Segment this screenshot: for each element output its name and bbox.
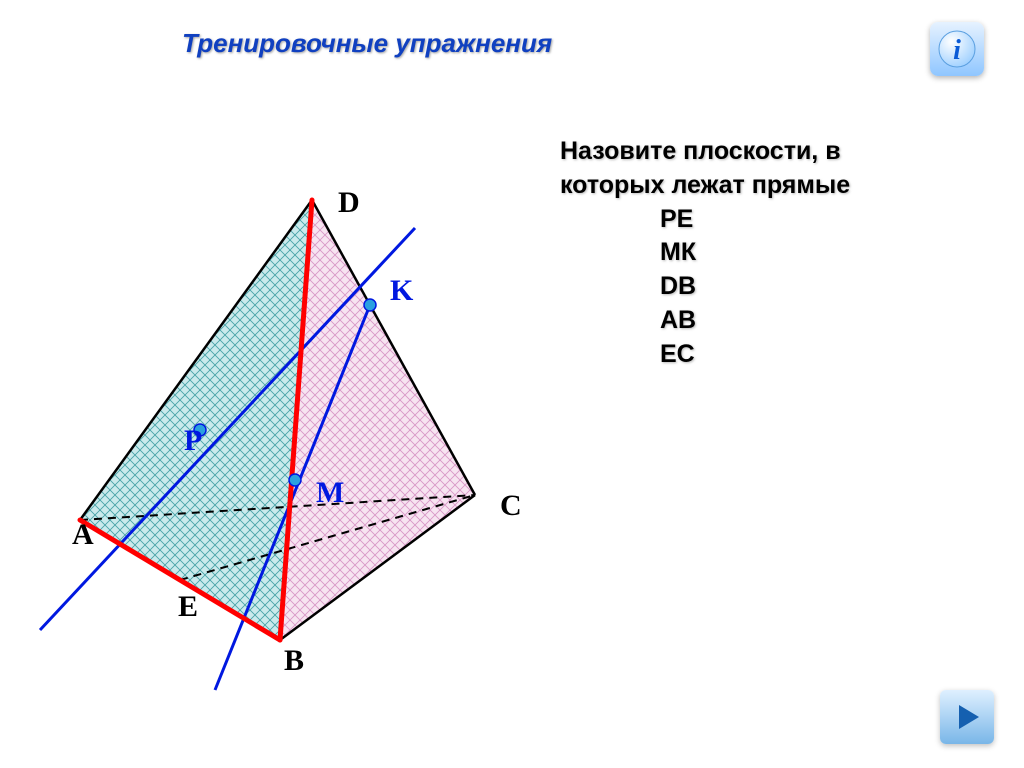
slide-title: Тренировочные упражнения xyxy=(182,28,552,59)
next-button[interactable] xyxy=(940,690,994,744)
info-icon: i xyxy=(937,29,977,69)
question-list: РЕМКDBABEC xyxy=(660,203,934,372)
tetrahedron-diagram: A B C D P K M E xyxy=(20,150,560,710)
question-line-item: МК xyxy=(660,236,934,270)
info-button[interactable]: i xyxy=(930,22,984,76)
vertex-label-P: P xyxy=(184,424,202,457)
question-line-item: РЕ xyxy=(660,203,934,237)
svg-text:i: i xyxy=(953,35,961,66)
vertex-label-C: C xyxy=(500,489,522,522)
question-text: Назовите плоскости, в которых лежат прям… xyxy=(560,135,934,371)
question-lead: Назовите плоскости, в которых лежат прям… xyxy=(560,135,934,203)
vertex-label-E: E xyxy=(178,590,198,623)
question-line-item: DB xyxy=(660,270,934,304)
question-line-item: AB xyxy=(660,304,934,338)
play-arrow-icon xyxy=(949,699,985,735)
vertex-label-A: A xyxy=(72,518,94,551)
vertex-label-M: M xyxy=(316,476,344,509)
vertex-label-B: B xyxy=(284,644,304,677)
question-line-item: EC xyxy=(660,338,934,372)
vertex-label-K: K xyxy=(390,274,414,307)
vertex-label-D: D xyxy=(338,186,360,219)
